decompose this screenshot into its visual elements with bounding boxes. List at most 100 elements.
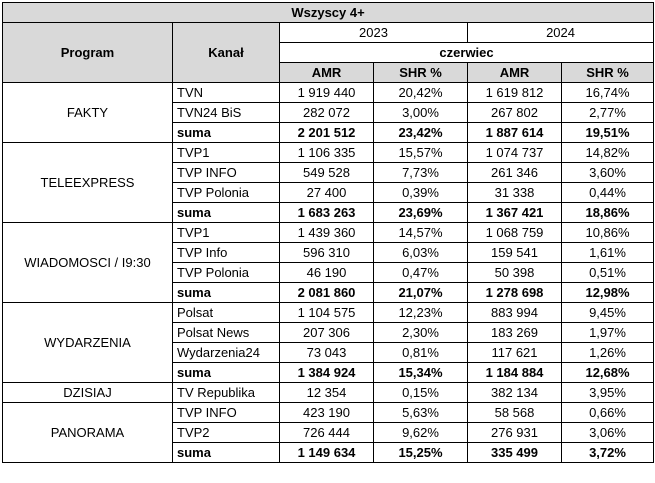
- channel-cell: TV Republika: [172, 382, 280, 403]
- channel-cell: TVP INFO: [172, 162, 280, 183]
- amr-2023-cell: 1 384 924: [279, 362, 374, 383]
- shr-2024-cell: 1,61%: [560, 242, 655, 263]
- amr-2023-cell: 73 043: [279, 342, 374, 363]
- shr-2024-cell: 0,66%: [560, 402, 655, 423]
- amr-2024-cell: 58 568: [467, 402, 562, 423]
- shr-2023-cell: 9,62%: [373, 422, 468, 443]
- channel-cell: TVP1: [172, 222, 280, 243]
- channel-cell: suma: [172, 362, 280, 383]
- amr-2023-cell: 27 400: [279, 182, 374, 203]
- amr-2024-cell: 382 134: [467, 382, 562, 403]
- channel-cell: suma: [172, 202, 280, 223]
- amr-2023-cell: 1 106 335: [279, 142, 374, 163]
- shr-2024-cell: 0,51%: [560, 262, 655, 283]
- amr-2024-cell: 1 074 737: [467, 142, 562, 163]
- table-row: TVP Polonia 27 400 0,39% 31 338 0,44%: [3, 182, 655, 203]
- amr-2024-cell: 50 398: [467, 262, 562, 283]
- shr-2023-cell: 3,00%: [373, 102, 468, 123]
- program-cell: DZISIAJ: [2, 382, 173, 403]
- table-row: TVP INFO 549 528 7,73% 261 346 3,60%: [3, 162, 655, 183]
- shr-2024-cell: 14,82%: [560, 142, 655, 163]
- shr-2024-cell: 10,86%: [560, 222, 655, 243]
- amr-2023-cell: 207 306: [279, 322, 374, 343]
- channel-cell: TVP Polonia: [172, 182, 280, 203]
- shr-2024-cell: 12,98%: [560, 282, 655, 303]
- shr-2023-cell: 0,81%: [373, 342, 468, 363]
- program-column-header: Program: [2, 22, 173, 83]
- shr-2023-cell: 6,03%: [373, 242, 468, 263]
- amr-2024-cell: 183 269: [467, 322, 562, 343]
- amr-2023-cell: 549 528: [279, 162, 374, 183]
- shr-2023-cell: 7,73%: [373, 162, 468, 183]
- amr-2024-header: AMR: [467, 62, 562, 83]
- shr-2024-cell: 12,68%: [560, 362, 655, 383]
- shr-2023-cell: 0,39%: [373, 182, 468, 203]
- channel-cell: Polsat News: [172, 322, 280, 343]
- shr-2024-cell: 18,86%: [560, 202, 655, 223]
- shr-2024-cell: 19,51%: [560, 122, 655, 143]
- shr-2023-cell: 23,69%: [373, 202, 468, 223]
- shr-2024-cell: 1,97%: [560, 322, 655, 343]
- channel-cell: TVP Info: [172, 242, 280, 263]
- shr-2024-cell: 3,95%: [560, 382, 655, 403]
- amr-2024-cell: 1 887 614: [467, 122, 562, 143]
- amr-2023-cell: 726 444: [279, 422, 374, 443]
- channel-cell: suma: [172, 442, 280, 463]
- amr-2024-cell: 159 541: [467, 242, 562, 263]
- sum-row: suma 2 081 860 21,07% 1 278 698 12,98%: [3, 282, 655, 303]
- shr-2024-header: SHR %: [560, 62, 655, 83]
- table-row: TELEEXPRESS TVP1 1 106 335 15,57% 1 074 …: [2, 142, 655, 223]
- shr-2023-header: SHR %: [373, 62, 468, 83]
- amr-2023-cell: 1 149 634: [279, 442, 374, 463]
- amr-2023-header: AMR: [279, 62, 374, 83]
- channel-cell: TVP Polonia: [172, 262, 280, 283]
- amr-2024-cell: 267 802: [467, 102, 562, 123]
- amr-2023-cell: 282 072: [279, 102, 374, 123]
- shr-2024-cell: 1,26%: [560, 342, 655, 363]
- year-2023-header: 2023: [279, 22, 468, 43]
- amr-2024-cell: 1 278 698: [467, 282, 562, 303]
- table-row: DZISIAJ TV Republika 12 354 0,15% 382 13…: [2, 382, 655, 403]
- shr-2024-cell: 16,74%: [560, 82, 655, 103]
- channel-cell: TVN: [172, 82, 280, 103]
- shr-2023-cell: 23,42%: [373, 122, 468, 143]
- amr-2024-cell: 1 068 759: [467, 222, 562, 243]
- amr-2023-cell: 423 190: [279, 402, 374, 423]
- sum-row: suma 1 149 634 15,25% 335 499 3,72%: [3, 442, 655, 463]
- sum-row: suma 1 384 924 15,34% 1 184 884 12,68%: [3, 362, 655, 383]
- program-cell: WIADOMOSCI / I9:30: [2, 222, 173, 303]
- shr-2024-cell: 9,45%: [560, 302, 655, 323]
- amr-2024-cell: 31 338: [467, 182, 562, 203]
- shr-2023-cell: 15,25%: [373, 442, 468, 463]
- channel-cell: TVP INFO: [172, 402, 280, 423]
- table-row: WIADOMOSCI / I9:30 TVP1 1 439 360 14,57%…: [2, 222, 655, 303]
- table-row: FAKTY TVN 1 919 440 20,42% 1 619 812 16,…: [2, 82, 655, 143]
- amr-2023-cell: 1 683 263: [279, 202, 374, 223]
- amr-2023-cell: 1 439 360: [279, 222, 374, 243]
- channel-cell: TVP1: [172, 142, 280, 163]
- amr-2024-cell: 261 346: [467, 162, 562, 183]
- shr-2023-cell: 5,63%: [373, 402, 468, 423]
- amr-2023-cell: 1 919 440: [279, 82, 374, 103]
- kanal-column-header: Kanał: [172, 22, 280, 83]
- amr-2023-cell: 2 201 512: [279, 122, 374, 143]
- amr-2023-cell: 12 354: [279, 382, 374, 403]
- channel-cell: TVN24 BiS: [172, 102, 280, 123]
- channel-cell: Wydarzenia24: [172, 342, 280, 363]
- amr-2024-cell: 276 931: [467, 422, 562, 443]
- shr-2023-cell: 15,34%: [373, 362, 468, 383]
- table-row: Wydarzenia24 73 043 0,81% 117 621 1,26%: [3, 342, 655, 363]
- amr-2024-cell: 1 367 421: [467, 202, 562, 223]
- channel-cell: Polsat: [172, 302, 280, 323]
- shr-2023-cell: 21,07%: [373, 282, 468, 303]
- amr-2023-cell: 46 190: [279, 262, 374, 283]
- program-cell: PANORAMA: [2, 402, 173, 463]
- ratings-table: Wszyscy 4+ Program Kanał 2023 2024 czerw…: [1, 2, 655, 463]
- amr-2024-cell: 883 994: [467, 302, 562, 323]
- shr-2024-cell: 3,72%: [560, 442, 655, 463]
- amr-2024-cell: 1 619 812: [467, 82, 562, 103]
- amr-2023-cell: 596 310: [279, 242, 374, 263]
- sum-row: suma 1 683 263 23,69% 1 367 421 18,86%: [3, 202, 655, 223]
- table-body: FAKTY TVN 1 919 440 20,42% 1 619 812 16,…: [2, 82, 655, 463]
- shr-2023-cell: 15,57%: [373, 142, 468, 163]
